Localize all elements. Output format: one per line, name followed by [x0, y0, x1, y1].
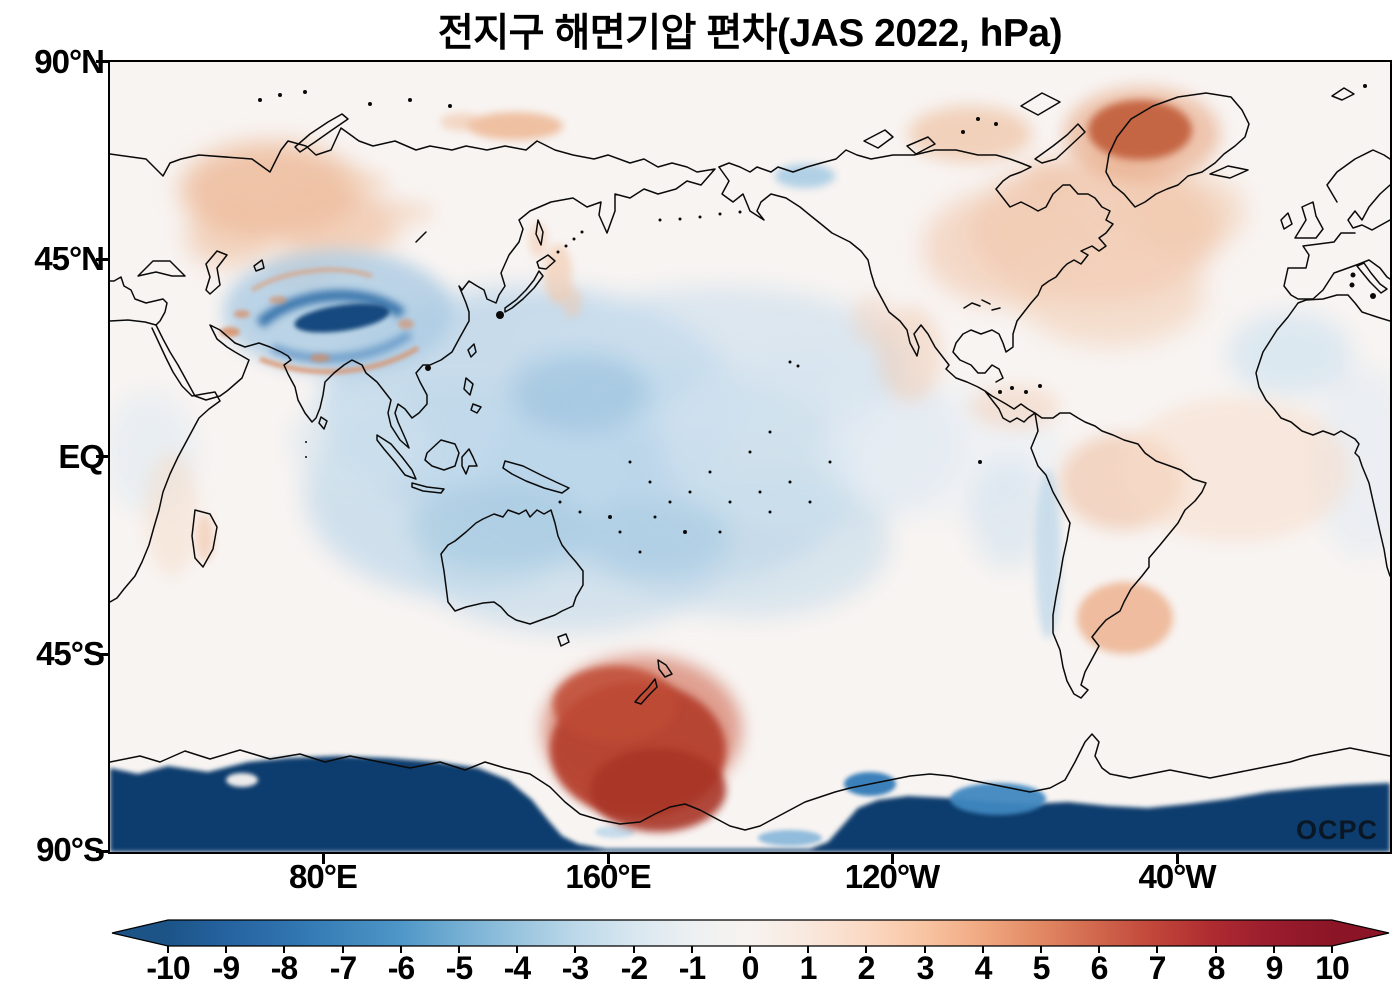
colorbar-label: -5	[445, 950, 473, 986]
coastline-hokkaido	[536, 254, 556, 270]
coastline-svalbard	[1331, 87, 1355, 101]
coastline-eurasia	[110, 127, 716, 449]
y-axis-tick	[96, 653, 108, 656]
map-panel: OCPC	[108, 60, 1392, 854]
colorbar-ticks	[167, 946, 1333, 953]
coastline-north-america-west	[718, 166, 1207, 699]
colorbar-label: -7	[329, 950, 357, 986]
coastline-ireland	[1280, 212, 1293, 230]
colorbar-label: 10	[1315, 950, 1350, 986]
coastline-taiwan	[467, 343, 477, 358]
coastline-uk	[1294, 201, 1324, 239]
coastline-italy	[1356, 262, 1388, 294]
tibet-wave-train	[220, 250, 453, 374]
coastline-north-america-east	[718, 149, 1114, 383]
greenland-positive-anomaly	[1064, 87, 1220, 181]
x-axis-label-160e: 160°E	[565, 858, 651, 895]
colorbar-label: 1	[799, 950, 818, 986]
coastline-sumatra	[376, 434, 417, 480]
coastline-victoria-island	[906, 136, 936, 155]
island-specks	[258, 84, 1376, 554]
x-axis-tick	[606, 854, 610, 864]
coastline-sulawesi	[461, 448, 478, 475]
colorbar-label: -10	[146, 950, 190, 986]
coastline-novaya-zemlya	[294, 113, 349, 153]
coastline-great-lakes	[963, 299, 1001, 311]
coastline-lake-baikal	[415, 231, 427, 243]
coastline-greenland	[1105, 92, 1250, 208]
coastline-new-guinea	[502, 460, 570, 494]
y-axis-label-45s: 45°S	[36, 635, 105, 672]
y-axis-tick	[96, 258, 108, 261]
coastline-sri-lanka	[318, 416, 328, 430]
y-axis-tick	[96, 455, 108, 458]
coastline-north-africa-left	[110, 319, 157, 326]
colorbar-label: 7	[1148, 950, 1167, 986]
coastlines	[110, 87, 1390, 831]
andes-negative-streak	[1035, 469, 1061, 639]
colorbar-label: 9	[1265, 950, 1284, 986]
coastline-baltic	[1347, 184, 1390, 231]
x-axis-label-120w: 120°W	[844, 858, 940, 895]
coastline-black-sea	[137, 260, 186, 277]
antarctic-positive-blob	[542, 655, 742, 832]
coastline-sakhalin	[535, 219, 544, 246]
coastline-nz-south	[634, 678, 658, 705]
coastline-tasmania	[557, 633, 570, 647]
x-axis-tick	[321, 854, 325, 864]
coastline-luzon	[463, 377, 474, 396]
coastline-nz-north	[657, 659, 673, 678]
colorbar-label: -8	[270, 950, 298, 986]
colorbar-label: -4	[503, 950, 531, 986]
y-axis-label-eq: EQ	[58, 438, 105, 475]
watermark: OCPC	[1295, 815, 1378, 845]
colorbar-label: -6	[387, 950, 415, 986]
colorbar-label: -1	[678, 950, 706, 986]
coastline-madagascar	[191, 509, 218, 568]
colorbar-label: 6	[1090, 950, 1109, 986]
colorbar-label: 2	[857, 950, 876, 986]
coastline-borneo	[424, 439, 460, 471]
colorbar-label: -9	[212, 950, 240, 986]
x-axis-tick	[1175, 854, 1179, 864]
colorbar-gradient-bar	[111, 919, 1390, 947]
coastline-east-africa	[110, 327, 221, 603]
colorbar-label: 3	[916, 950, 935, 986]
colorbar-label: 4	[974, 950, 993, 986]
y-axis-label-90n: 90°N	[34, 43, 105, 80]
colorbar-label: 8	[1207, 950, 1226, 986]
anomaly-map	[110, 62, 1390, 852]
coastline-ellesmere	[1020, 92, 1061, 116]
y-axis-tick	[96, 850, 108, 853]
coastline-honshu	[504, 270, 544, 313]
negative-anomaly-regions	[110, 287, 1390, 632]
x-axis-tick	[890, 854, 894, 864]
coastline-baffin	[1034, 123, 1086, 164]
coastline-banks	[863, 129, 894, 149]
x-axis-label-80e: 80°E	[289, 858, 358, 895]
coastline-west-europe	[1283, 232, 1390, 300]
colorbar-label: -2	[620, 950, 648, 986]
coastline-java	[411, 482, 445, 494]
coastline-iceland	[1209, 165, 1249, 179]
alaska-negative-patch	[775, 164, 835, 188]
colorbar	[111, 919, 1390, 953]
coastline-aral	[253, 259, 265, 272]
y-axis-label-45n: 45°N	[34, 240, 105, 277]
colorbar-label: -3	[561, 950, 589, 986]
coastline-australia	[440, 509, 584, 625]
colorbar-label: 5	[1032, 950, 1051, 986]
positive-anomaly-regions	[146, 106, 1350, 654]
chart-title: 전지구 해면기압 편차(JAS 2022, hPa)	[437, 12, 1063, 55]
coastline-caspian	[205, 250, 228, 295]
coastline-scandinavia	[1326, 149, 1390, 203]
y-axis-tick	[96, 60, 108, 63]
coastline-antarctica	[110, 733, 1390, 831]
coastline-mindanao	[470, 403, 482, 414]
x-axis-label-40w: 40°W	[1138, 858, 1216, 895]
colorbar-label: 0	[741, 950, 760, 986]
y-axis-label-90s: 90°S	[36, 831, 105, 868]
coastline-west-africa	[1255, 294, 1390, 577]
